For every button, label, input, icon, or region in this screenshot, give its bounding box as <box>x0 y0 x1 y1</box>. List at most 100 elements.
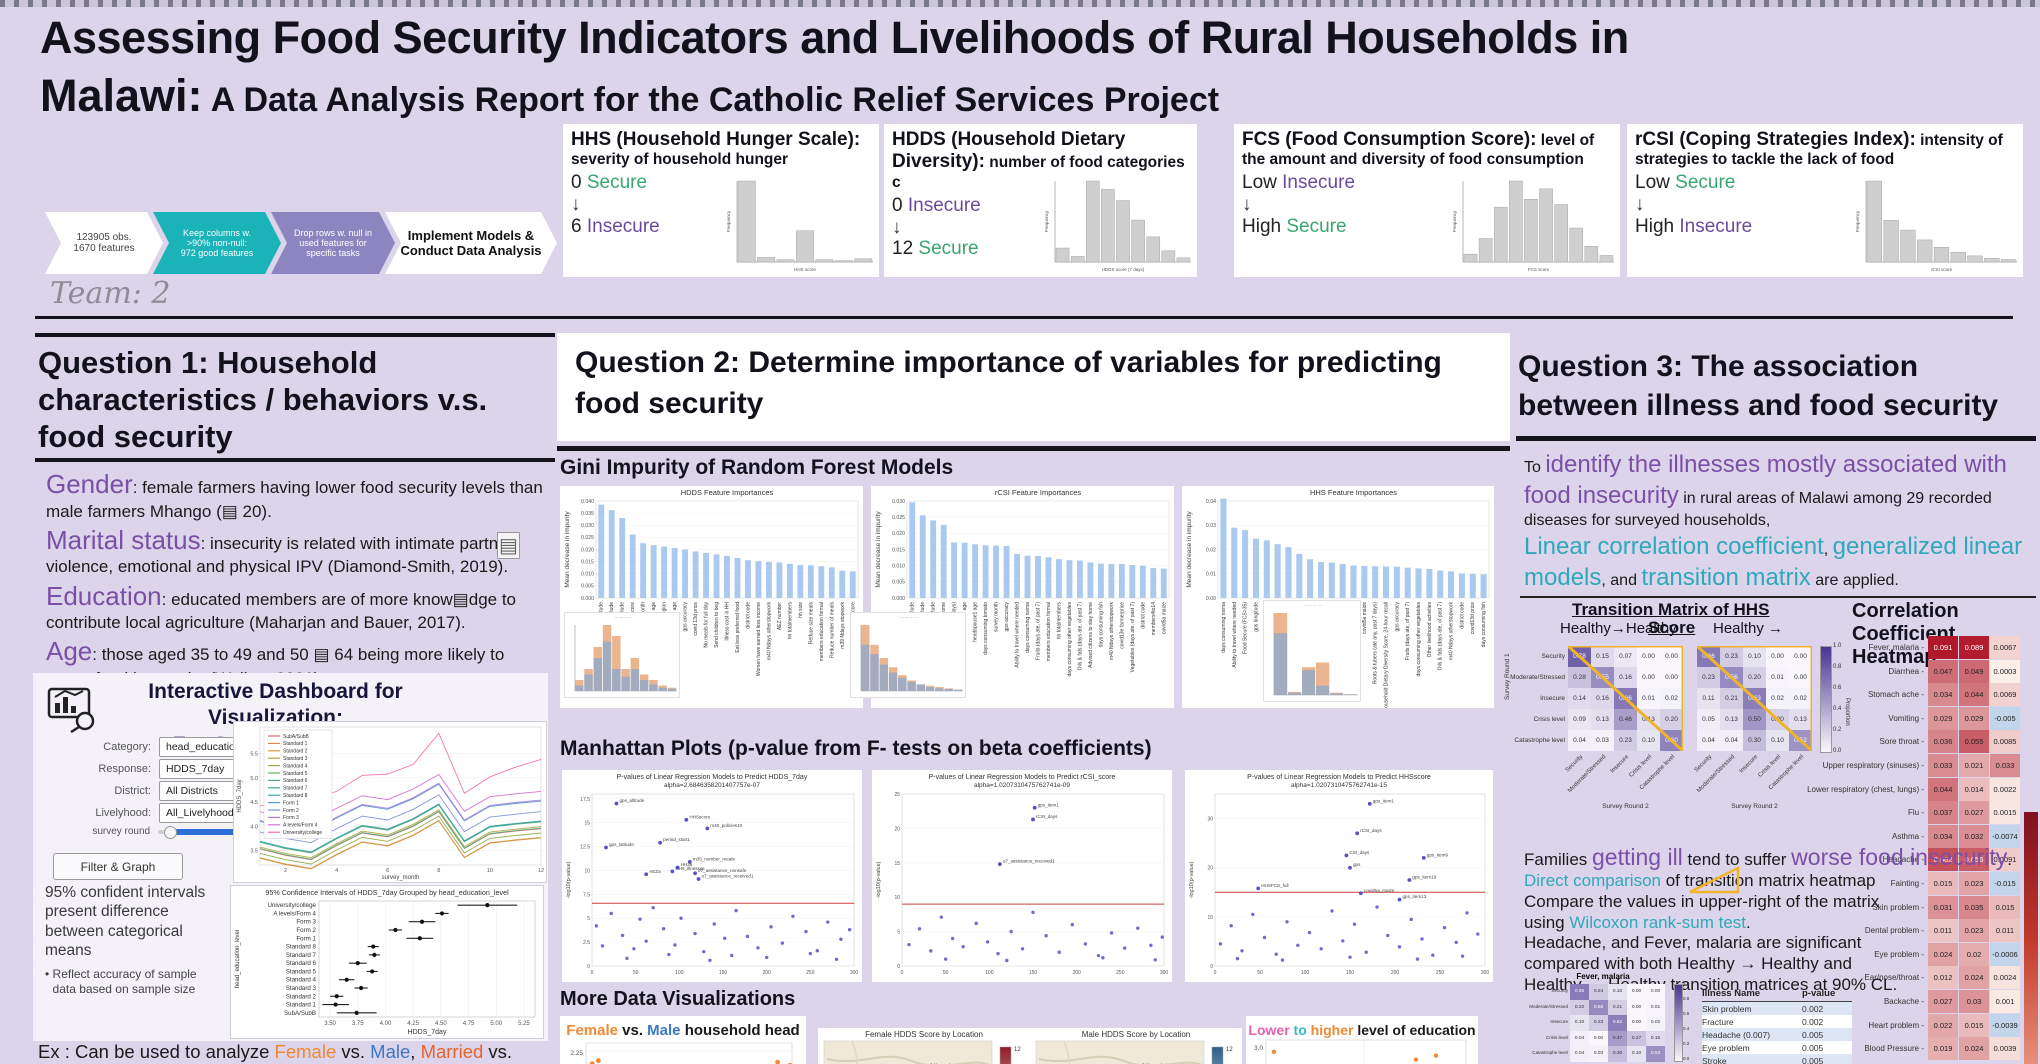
corr-row-label: Eye problem - <box>1874 949 1924 959</box>
fever-cell: 0.56 <box>1589 999 1608 1015</box>
manhattan-point-label: HH6_illnesses <box>675 866 705 871</box>
fever-row-label: Security <box>1551 988 1568 993</box>
gini-bar-label: survey month <box>994 602 1000 632</box>
slider-handle-left[interactable] <box>164 826 178 839</box>
q1-finding: Marital status: insecurity is related wi… <box>46 524 551 578</box>
corr-cell: 0.029 <box>1959 706 1989 730</box>
corr-row-label: Sore throat - <box>1879 737 1924 747</box>
scale-low-word: Secure <box>1675 172 1736 194</box>
corr-cell: 0.049 <box>1959 659 1989 683</box>
corr-cell: 0.0024 <box>1990 966 2020 990</box>
fever-cell: 0.04 <box>1570 1030 1589 1046</box>
matrix-cell: 0.16 <box>1614 667 1637 688</box>
fever-cell: 0.22 <box>1570 999 1589 1015</box>
ptable-cell-illness: Eye problem <box>1702 1042 1750 1053</box>
corr-cell: 0.023 <box>1959 919 1989 943</box>
scale-low-word: Secure <box>586 172 648 194</box>
gini-bar-label: m40 Ndays otherstopwork <box>1109 602 1115 661</box>
q1-bottom-rule <box>35 458 555 462</box>
text-segment: Male <box>647 1022 681 1039</box>
text-segment: . <box>2007 850 2012 869</box>
scale-low-word: Insecure <box>907 194 981 216</box>
scale-high: High Insecure <box>1635 216 2015 238</box>
chart-text: 7.5 <box>583 892 590 898</box>
chart-text: 4.50 <box>435 1021 447 1027</box>
manhattan-point-label: gps_item19 <box>1412 875 1436 880</box>
manhattan-point-label: o7_assistance_received1 <box>1003 859 1055 864</box>
chart-text: 300 <box>1481 970 1490 976</box>
text-segment: vs. <box>617 1022 648 1039</box>
corr-cell: 0.037 <box>1928 801 1958 825</box>
chart-text: 4.0 <box>250 824 258 830</box>
corr-row-label: Stomach ache - <box>1867 690 1924 700</box>
filter-graph-button[interactable]: Filter & Graph <box>53 853 183 880</box>
scale-high: High Secure <box>1242 216 1612 238</box>
fever-cell: 0.00 <box>1589 1030 1608 1046</box>
gini-bar-label: Ability to travel where needed <box>1015 602 1021 668</box>
gini-bar-label: gps accuracy <box>683 602 689 632</box>
manhattan-point-label: covid5a_maize <box>1364 888 1395 893</box>
chart-text: 5.25 <box>518 1021 530 1027</box>
corr-cell: 0.023 <box>1959 872 1989 895</box>
chart-text: 0.035 <box>581 511 594 517</box>
indicator-abbr: FCS (Food Consumption Score): <box>1242 129 1537 150</box>
indicator-box-1: HHS (Household Hunger Scale): severity o… <box>563 124 879 277</box>
matrix-cell: 0.02 <box>1660 688 1683 709</box>
chart-text: 2.25 <box>570 1050 583 1057</box>
gini-bar-label: Food Secure (FCS>35) <box>1243 602 1249 654</box>
q1-top-rule <box>35 333 555 337</box>
fever-colorbar-tick: 1.0 <box>1683 981 1690 986</box>
manhattan-point-label: gps <box>1353 862 1361 867</box>
chart-text: 0.010 <box>892 563 905 569</box>
field-label: Livelyhood: <box>95 807 151 819</box>
indicator-box-4: rCSI (Coping Strategies Index): intensit… <box>1627 124 2023 277</box>
chart-text: 0.020 <box>581 547 594 553</box>
chart-text: 0.040 <box>581 499 594 505</box>
inset-histogram-svg: — — — — <box>574 615 677 692</box>
text-segment: level of education <box>1353 1022 1476 1038</box>
ptable-cell-pvalue: 0.002 <box>1802 1003 1824 1014</box>
chart-text: Mean decrease in impurity <box>875 511 882 588</box>
map-svg: Njombe 12 <box>1035 1040 1233 1064</box>
corr-cell: 0.036 <box>1928 730 1958 754</box>
q1-example-line: Ex : Can be used to analyze Female vs. M… <box>38 1040 563 1064</box>
fever-colorbar-gradient <box>1674 984 1683 1062</box>
finding-text: : female farmers having lower food secur… <box>46 478 543 521</box>
chart-text: survey_month <box>382 875 420 881</box>
ci-category: A levels/Form 4 <box>273 910 316 917</box>
gini-bar-label: gps accuracy <box>1004 602 1010 632</box>
gini-bar-label: No meals for full day <box>704 602 710 648</box>
corr-cell: 0.032 <box>1959 824 1989 848</box>
indicator-title: HHS (Household Hunger Scale): severity o… <box>571 129 871 170</box>
indicator-scale: 0 Secure ↓ 6 Insecure <box>571 172 871 238</box>
pvalue-table: Illness Name p-value Skin problem 0.002 Frac… <box>1702 986 1852 1064</box>
colorbar-tick: 0.4 <box>1833 706 1842 712</box>
gini-title: HHS Feature Importances <box>1310 488 1397 497</box>
q3-rule <box>1516 436 2036 441</box>
chart-text: 10 <box>487 868 493 874</box>
gini-title: rCSI Feature Importances <box>995 488 1082 497</box>
legend-entry: Form 2 <box>283 808 299 814</box>
text-segment: vs. <box>483 1041 513 1062</box>
chart-text: HDDS_7day <box>408 1029 447 1036</box>
left-matrix-label: Healthy→Healthy <box>1560 620 1677 637</box>
manhattan-point-label: HHSFCS_full <box>1261 883 1288 888</box>
corr-cell: 0.029 <box>1928 706 1958 730</box>
education-panel: Lower to higher level of education 3.02.… <box>1246 1016 1478 1064</box>
corr-cell: 0.056 <box>1959 848 1989 872</box>
text-segment: identify the illnesses mostly associated… <box>1524 451 2007 509</box>
scale-high-value: 6 <box>571 215 582 237</box>
text-segment: Ex : Can be used to analyze <box>38 1041 275 1062</box>
transition-matrix-left: 0.78 0.15 0.07 0.00 0.00 0.28 0.55 0.16 0.00 0.00… <box>1510 646 1683 810</box>
fever-matrix-title: Fever, malaria <box>1576 972 1630 981</box>
scale-high-word: Secure <box>1286 215 1347 237</box>
ci-category: Standard 3 <box>286 985 317 992</box>
fever-row-label: Moderate/Stressed <box>1529 1003 1568 1009</box>
colorbar-tick: 0.8 <box>1833 664 1842 670</box>
fever-colorbar-tick: 0.4 <box>1683 1026 1690 1031</box>
chart-text: — — — — <box>1305 603 1322 607</box>
corr-cell: 0.0091 <box>1990 848 2020 872</box>
matrix-cell: 0.13 <box>1637 709 1660 730</box>
indicator-title: HDDS (Household Dietary Diversity): numb… <box>892 129 1189 193</box>
corr-cell: 0.089 <box>1959 636 1989 659</box>
